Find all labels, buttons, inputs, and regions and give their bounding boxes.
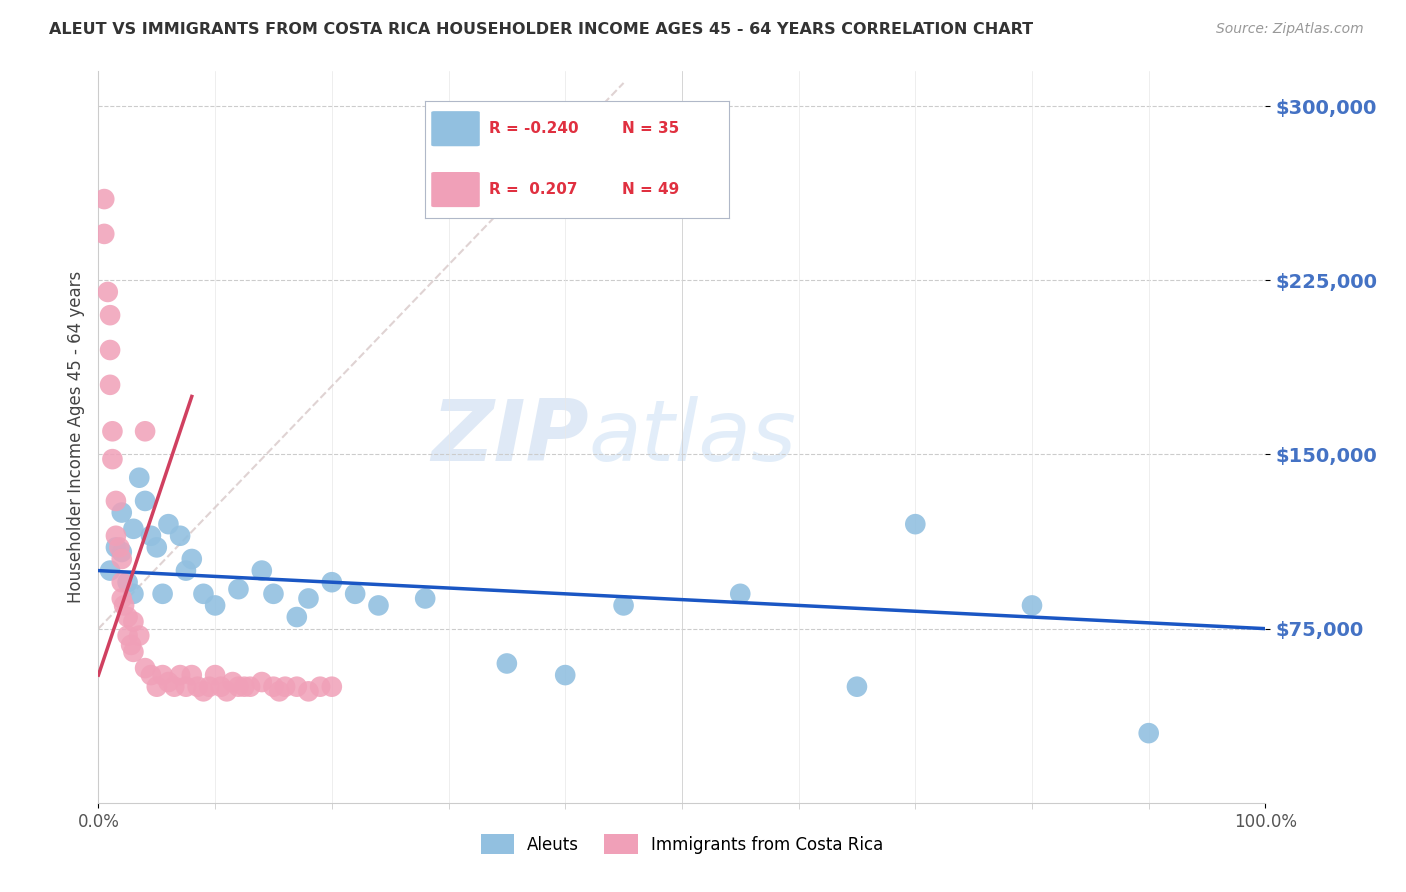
Point — [97, 285, 120, 299]
Point — [152, 668, 174, 682]
Point — [204, 668, 226, 682]
Point — [111, 591, 134, 606]
Point — [174, 680, 197, 694]
Point — [612, 599, 634, 613]
Point — [321, 680, 343, 694]
Point — [122, 522, 145, 536]
Point — [157, 675, 180, 690]
Point — [93, 192, 115, 206]
Point — [139, 668, 162, 682]
Point — [128, 629, 150, 643]
Point — [233, 680, 256, 694]
Point — [846, 680, 869, 694]
Point — [215, 684, 238, 698]
Point — [221, 675, 243, 690]
Point — [730, 587, 752, 601]
Point — [111, 552, 134, 566]
Point — [122, 615, 145, 629]
Point — [174, 564, 197, 578]
Point — [128, 471, 150, 485]
Point — [193, 684, 215, 698]
Point — [285, 680, 308, 694]
Point — [117, 575, 139, 590]
Point — [111, 506, 134, 520]
Point — [111, 575, 134, 590]
Point — [262, 680, 284, 694]
Text: ALEUT VS IMMIGRANTS FROM COSTA RICA HOUSEHOLDER INCOME AGES 45 - 64 YEARS CORREL: ALEUT VS IMMIGRANTS FROM COSTA RICA HOUS… — [49, 22, 1033, 37]
Point — [413, 591, 436, 606]
Point — [93, 227, 115, 241]
Point — [297, 684, 319, 698]
Point — [108, 541, 131, 555]
Point — [228, 680, 250, 694]
Point — [139, 529, 162, 543]
Point — [120, 638, 142, 652]
Point — [209, 680, 232, 694]
Point — [122, 645, 145, 659]
Point — [187, 680, 209, 694]
Point — [285, 610, 308, 624]
Point — [321, 575, 343, 590]
Point — [1137, 726, 1160, 740]
Point — [98, 377, 121, 392]
Point — [146, 541, 169, 555]
Point — [198, 680, 221, 694]
Point — [157, 517, 180, 532]
Y-axis label: Householder Income Ages 45 - 64 years: Householder Income Ages 45 - 64 years — [66, 271, 84, 603]
Point — [496, 657, 519, 671]
Text: atlas: atlas — [589, 395, 797, 479]
Point — [117, 629, 139, 643]
Point — [1021, 599, 1043, 613]
Point — [111, 545, 134, 559]
Text: ZIP: ZIP — [430, 395, 589, 479]
Point — [101, 452, 124, 467]
Point — [117, 610, 139, 624]
Point — [112, 599, 135, 613]
Point — [250, 675, 273, 690]
Point — [309, 680, 332, 694]
Point — [134, 661, 156, 675]
Point — [297, 591, 319, 606]
Point — [104, 541, 127, 555]
Point — [104, 529, 127, 543]
Point — [228, 582, 250, 597]
Point — [554, 668, 576, 682]
Point — [904, 517, 927, 532]
Point — [193, 587, 215, 601]
Point — [104, 494, 127, 508]
Point — [163, 680, 186, 694]
Point — [180, 552, 202, 566]
Point — [98, 564, 121, 578]
Point — [169, 668, 191, 682]
Point — [180, 668, 202, 682]
Point — [152, 587, 174, 601]
Point — [134, 424, 156, 438]
Point — [274, 680, 297, 694]
Point — [101, 424, 124, 438]
Point — [98, 308, 121, 322]
Point — [134, 494, 156, 508]
Point — [98, 343, 121, 357]
Point — [122, 587, 145, 601]
Point — [344, 587, 367, 601]
Point — [367, 599, 389, 613]
Point — [204, 599, 226, 613]
Point — [262, 587, 284, 601]
Point — [239, 680, 262, 694]
Point — [146, 680, 169, 694]
Point — [269, 684, 291, 698]
Point — [250, 564, 273, 578]
Point — [169, 529, 191, 543]
Text: Source: ZipAtlas.com: Source: ZipAtlas.com — [1216, 22, 1364, 37]
Legend: Aleuts, Immigrants from Costa Rica: Aleuts, Immigrants from Costa Rica — [474, 828, 890, 860]
